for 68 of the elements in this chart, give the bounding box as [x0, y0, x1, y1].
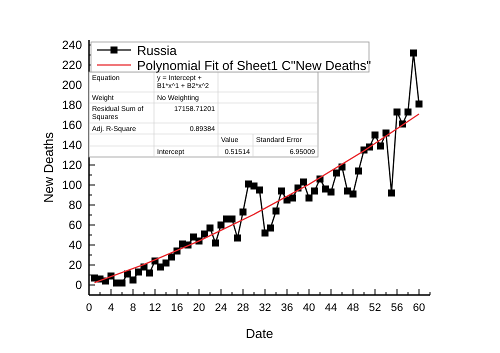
x-tick-label: 24 — [214, 302, 228, 314]
y-tick-label: 140 — [62, 138, 82, 152]
y-tick-label: 200 — [62, 78, 82, 92]
x-tick-label: 36 — [280, 302, 294, 314]
point — [300, 178, 307, 186]
x-tick-label: 48 — [346, 302, 360, 314]
y-axis-title: New Deaths — [41, 132, 56, 203]
y-tick-label: 220 — [62, 58, 82, 72]
point — [218, 222, 224, 228]
x-tick-label: 0 — [86, 302, 92, 314]
point — [289, 194, 296, 202]
point — [162, 260, 170, 266]
point — [416, 100, 422, 108]
y-tick-label: 180 — [62, 98, 82, 112]
y-tick-label: 40 — [68, 238, 82, 252]
y-tick-label: 0 — [75, 278, 82, 292]
point — [267, 224, 274, 232]
x-tick-label: 28 — [236, 302, 250, 314]
point — [350, 190, 356, 198]
point — [256, 186, 263, 194]
x-tick-label: 20 — [192, 302, 206, 314]
point — [278, 188, 285, 194]
point — [206, 224, 214, 232]
point — [355, 168, 362, 174]
point — [250, 182, 258, 190]
point — [306, 194, 312, 202]
y-tick-label: 120 — [62, 158, 82, 172]
point — [168, 254, 175, 260]
legend-label: Polynomial Fit of Sheet1 C"New Deaths" — [137, 58, 372, 73]
point — [328, 188, 334, 196]
point — [201, 230, 208, 238]
point — [234, 234, 241, 242]
point — [190, 234, 197, 240]
y-tick-label: 20 — [68, 258, 82, 272]
point — [377, 142, 384, 150]
point — [394, 108, 400, 116]
point — [240, 208, 246, 216]
x-tick-label: 12 — [148, 302, 162, 314]
x-tick-label: 52 — [368, 302, 382, 314]
legend-label: Russia — [137, 43, 178, 58]
point — [372, 132, 378, 138]
x-tick-label: 16 — [170, 302, 184, 314]
line-series — [94, 113, 420, 284]
x-tick-label: 44 — [324, 302, 338, 314]
x-axis-title: Date — [246, 326, 274, 341]
y-tick-label: 100 — [62, 178, 82, 192]
point — [272, 208, 280, 214]
point — [404, 108, 412, 116]
x-tick-label: 32 — [258, 302, 272, 314]
point — [388, 190, 395, 196]
x-tick-label: 40 — [302, 302, 316, 314]
point — [311, 188, 318, 194]
x-tick-label: 4 — [108, 302, 114, 314]
point — [333, 170, 340, 176]
y-tick-label: 160 — [62, 118, 82, 132]
x-tick-label: 60 — [412, 302, 426, 314]
y-tick-label: 240 — [62, 38, 82, 52]
x-tick-label: 56 — [390, 302, 404, 314]
point — [410, 50, 417, 56]
x-tick-label: 8 — [130, 302, 136, 314]
point — [146, 270, 153, 276]
y-tick-label: 80 — [68, 198, 82, 212]
point — [212, 240, 219, 246]
point — [262, 230, 268, 236]
point — [130, 276, 136, 284]
point — [157, 264, 164, 270]
y-tick-label: 60 — [68, 218, 82, 232]
point — [135, 268, 142, 276]
